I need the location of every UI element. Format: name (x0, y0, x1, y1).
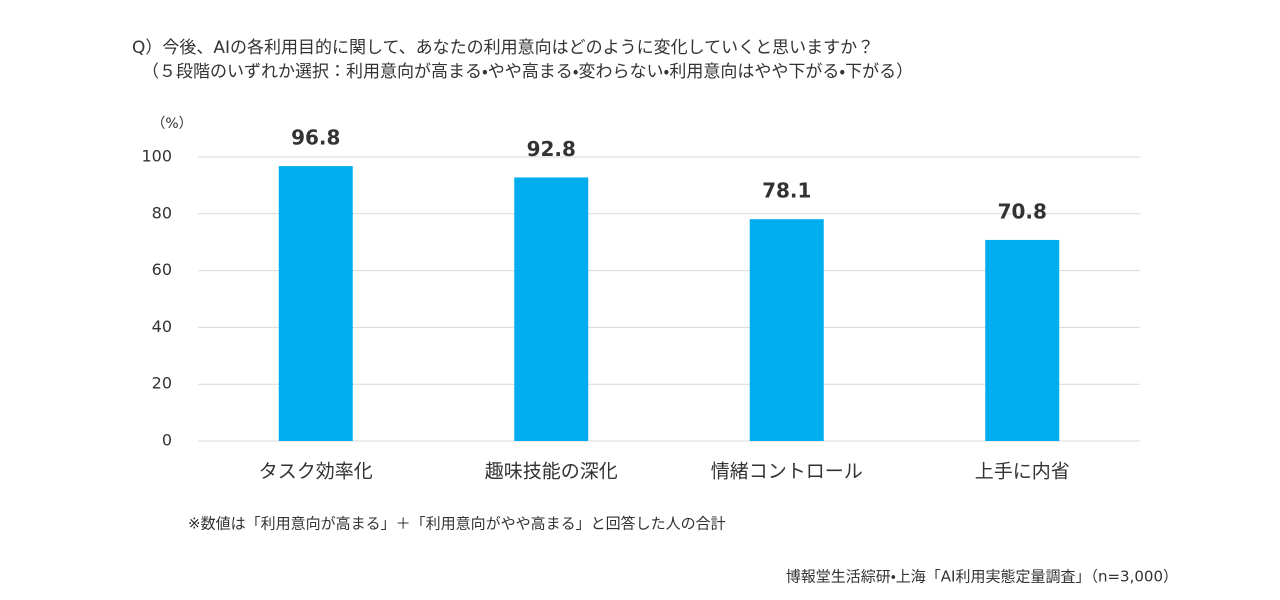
y-tick-label: 60 (152, 260, 172, 279)
value-label: 92.8 (527, 137, 576, 161)
source: 博報堂生活綜研・上海「AI利用実態定量調査」（n=3,000） (786, 568, 1178, 586)
chart-subtitle: （５段階のいずれか選択：利用意向が高まる・やや高まる・変わらない・利用意向はやや… (142, 62, 913, 82)
chart-title: Q）今後、AIの各利用目的に関して、あなたの利用意向はどのように変化していくと思… (132, 38, 874, 58)
value-label: 70.8 (998, 199, 1047, 223)
y-tick-label: 20 (152, 374, 172, 393)
note: ※数値は「利用意向が高まる」＋「利用意向がやや高まる」と回答した人の合計 (188, 515, 726, 533)
bar (749, 219, 824, 441)
x-tick-label: 情緒コントロール (711, 461, 863, 483)
bar (278, 166, 353, 441)
y-tick-label: 80 (152, 203, 172, 222)
y-tick-label: 40 (152, 317, 172, 336)
y-tick-label: 0 (162, 431, 172, 450)
value-label: 96.8 (291, 126, 340, 150)
y-tick-label: 100 (141, 147, 172, 166)
value-label: 78.1 (762, 179, 811, 203)
x-tick-label: 上手に内省 (975, 461, 1070, 483)
bar (514, 177, 589, 441)
bar (985, 239, 1060, 441)
x-tick-label: 趣味技能の深化 (485, 461, 618, 483)
x-tick-label: タスク効率化 (259, 461, 373, 483)
y-axis-label: （%） (151, 116, 192, 132)
